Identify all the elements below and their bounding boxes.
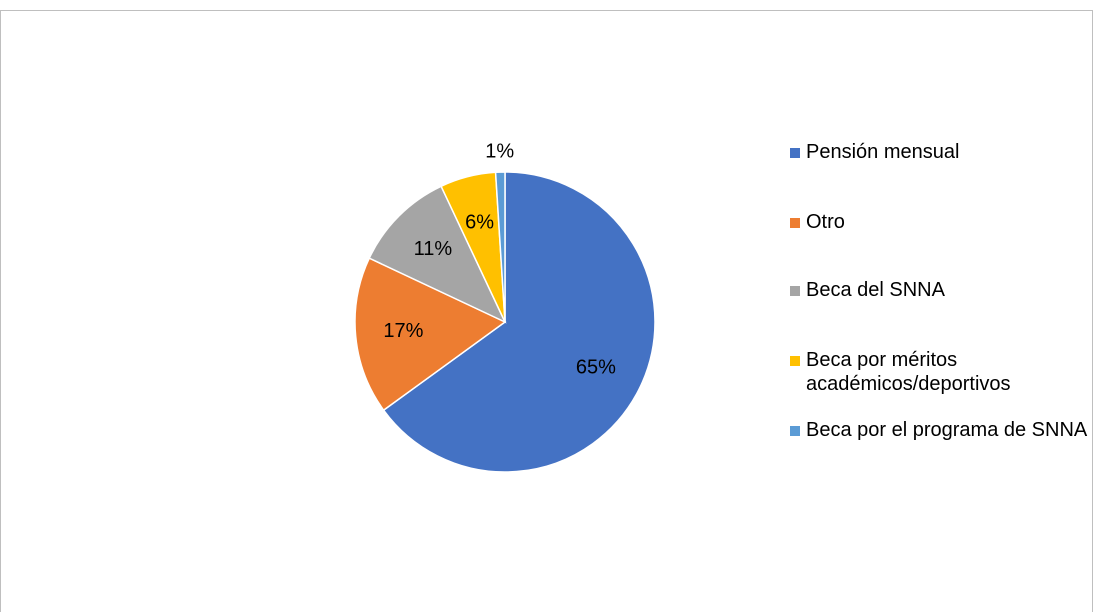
legend-item: Beca por méritos académicos/deportivos <box>790 348 1090 396</box>
legend-item: Pensión mensual <box>790 140 1090 164</box>
legend-item: Beca del SNNA <box>790 278 1090 302</box>
legend-label: Beca por el programa de SNNA <box>806 419 1088 441</box>
legend-item: Beca por el programa de SNNA <box>790 418 1090 442</box>
legend-swatch <box>790 148 800 158</box>
legend: Pensión mensual Otro Beca del SNNA Beca por… <box>790 140 1090 442</box>
pie-slice <box>354 257 507 412</box>
pie-slice <box>368 185 507 324</box>
legend-label: Pensión mensual <box>806 141 960 163</box>
data-label: 6% <box>465 211 494 233</box>
data-label: 17% <box>383 320 423 342</box>
legend-item: Otro <box>790 210 1090 234</box>
legend-swatch <box>790 356 800 366</box>
frame <box>0 10 1093 612</box>
legend-swatch <box>790 286 800 296</box>
legend-label: Beca del SNNA <box>806 279 945 301</box>
data-label: 1% <box>485 140 514 162</box>
pie-slice <box>382 171 656 473</box>
legend-label: Otro <box>806 211 845 233</box>
legend-swatch <box>790 426 800 436</box>
legend-swatch <box>790 218 800 228</box>
legend-label: Beca por méritos académicos/deportivos <box>806 349 1011 395</box>
data-label: 11% <box>414 238 453 260</box>
data-label: 65% <box>576 357 616 379</box>
pie-slice <box>494 171 506 323</box>
